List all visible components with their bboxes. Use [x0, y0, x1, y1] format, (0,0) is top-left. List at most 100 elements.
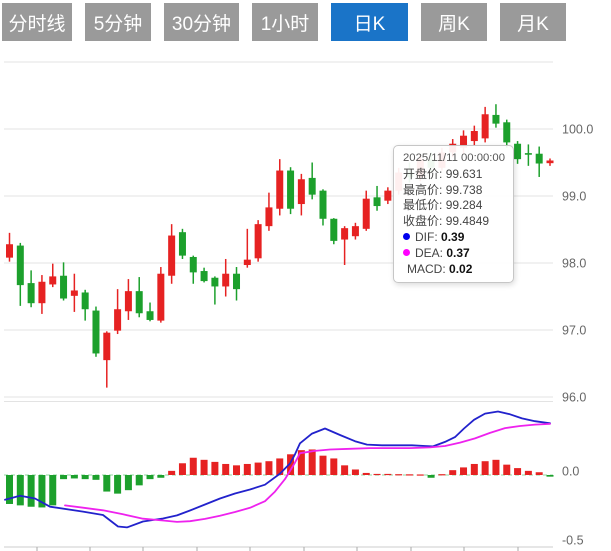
- candle[interactable]: [492, 114, 500, 124]
- macd-bar[interactable]: [492, 459, 500, 475]
- macd-bar[interactable]: [168, 470, 176, 475]
- macd-bar[interactable]: [189, 457, 197, 475]
- tab-monthly-k[interactable]: 月K: [500, 3, 566, 41]
- candle[interactable]: [460, 135, 468, 148]
- macd-bar[interactable]: [384, 473, 392, 476]
- macd-bar[interactable]: [157, 475, 165, 478]
- macd-bar[interactable]: [233, 465, 241, 475]
- candle[interactable]: [362, 198, 370, 229]
- tab-weekly-k[interactable]: 周K: [421, 3, 487, 41]
- candle[interactable]: [6, 244, 13, 258]
- candle[interactable]: [16, 245, 24, 286]
- candle[interactable]: [135, 291, 143, 314]
- macd-bar[interactable]: [211, 461, 219, 475]
- candle[interactable]: [330, 218, 338, 241]
- macd-bar[interactable]: [81, 475, 89, 480]
- candle[interactable]: [70, 290, 78, 296]
- macd-bar[interactable]: [103, 475, 111, 492]
- candle[interactable]: [60, 275, 68, 299]
- tab-daily-k[interactable]: 日K: [331, 3, 408, 41]
- candle[interactable]: [27, 283, 35, 304]
- macd-bar[interactable]: [60, 475, 68, 480]
- candle[interactable]: [470, 131, 478, 142]
- candle[interactable]: [49, 276, 57, 285]
- macd-bar[interactable]: [341, 465, 349, 475]
- candle[interactable]: [157, 273, 165, 321]
- macd-bar[interactable]: [92, 475, 100, 480]
- macd-bar[interactable]: [427, 475, 435, 478]
- macd-bar[interactable]: [124, 475, 132, 491]
- macd-bar[interactable]: [27, 475, 35, 507]
- candle[interactable]: [514, 143, 522, 160]
- candle[interactable]: [373, 197, 381, 207]
- candle[interactable]: [384, 190, 392, 201]
- macd-bar[interactable]: [38, 475, 46, 508]
- macd-bar[interactable]: [438, 474, 446, 476]
- candle[interactable]: [341, 228, 349, 240]
- candle[interactable]: [146, 311, 154, 320]
- candle[interactable]: [38, 281, 46, 304]
- candle[interactable]: [103, 332, 111, 361]
- macd-bar[interactable]: [395, 474, 403, 476]
- macd-bar[interactable]: [460, 467, 468, 475]
- candle[interactable]: [189, 256, 197, 273]
- candle[interactable]: [308, 177, 316, 195]
- macd-bar[interactable]: [49, 475, 57, 506]
- macd-bar[interactable]: [405, 474, 413, 476]
- candle[interactable]: [222, 273, 230, 287]
- macd-bar[interactable]: [178, 463, 186, 475]
- macd-bar[interactable]: [146, 475, 154, 480]
- macd-bar[interactable]: [535, 472, 543, 475]
- macd-bar[interactable]: [514, 468, 522, 475]
- macd-bar[interactable]: [470, 463, 478, 475]
- macd-bar[interactable]: [481, 461, 489, 475]
- macd-bar[interactable]: [524, 470, 532, 475]
- candle[interactable]: [81, 292, 89, 310]
- tab-30min[interactable]: 30分钟: [164, 3, 239, 41]
- macd-bar[interactable]: [70, 475, 78, 479]
- candle[interactable]: [319, 190, 327, 219]
- macd-bar[interactable]: [243, 463, 251, 475]
- macd-bar[interactable]: [330, 458, 338, 475]
- candle[interactable]: [524, 153, 532, 155]
- candle[interactable]: [503, 122, 511, 143]
- candle[interactable]: [92, 310, 100, 354]
- macd-bar[interactable]: [287, 454, 295, 475]
- macd-bar[interactable]: [503, 464, 511, 475]
- candle[interactable]: [233, 273, 241, 290]
- candle[interactable]: [168, 235, 176, 276]
- macd-bar[interactable]: [362, 472, 370, 475]
- candle[interactable]: [124, 291, 132, 312]
- candle[interactable]: [114, 309, 122, 331]
- macd-bar[interactable]: [222, 463, 230, 475]
- candle[interactable]: [265, 207, 273, 227]
- macd-bar[interactable]: [449, 470, 457, 475]
- macd-bar[interactable]: [416, 474, 424, 476]
- macd-bar[interactable]: [16, 475, 24, 506]
- macd-bar[interactable]: [373, 473, 381, 476]
- candle[interactable]: [243, 259, 251, 266]
- candle[interactable]: [297, 179, 305, 205]
- candle[interactable]: [211, 277, 219, 287]
- macd-bar[interactable]: [546, 475, 554, 477]
- macd-bar[interactable]: [351, 469, 359, 475]
- macd-bar[interactable]: [297, 450, 305, 475]
- macd-bar[interactable]: [319, 455, 327, 475]
- tab-5min[interactable]: 5分钟: [85, 3, 151, 41]
- macd-bar[interactable]: [276, 458, 284, 475]
- candle[interactable]: [276, 170, 284, 209]
- candle[interactable]: [200, 271, 208, 282]
- macd-bar[interactable]: [114, 475, 122, 494]
- macd-bar[interactable]: [254, 462, 262, 475]
- candle[interactable]: [481, 114, 489, 139]
- tab-time-line[interactable]: 分时线: [2, 3, 72, 41]
- macd-bar[interactable]: [200, 459, 208, 475]
- candle[interactable]: [254, 224, 262, 259]
- macd-bar[interactable]: [265, 461, 273, 475]
- candle[interactable]: [546, 160, 554, 164]
- candle[interactable]: [287, 170, 295, 209]
- macd-bar[interactable]: [6, 475, 13, 504]
- tab-1hour[interactable]: 1小时: [252, 3, 318, 41]
- macd-bar[interactable]: [308, 449, 316, 475]
